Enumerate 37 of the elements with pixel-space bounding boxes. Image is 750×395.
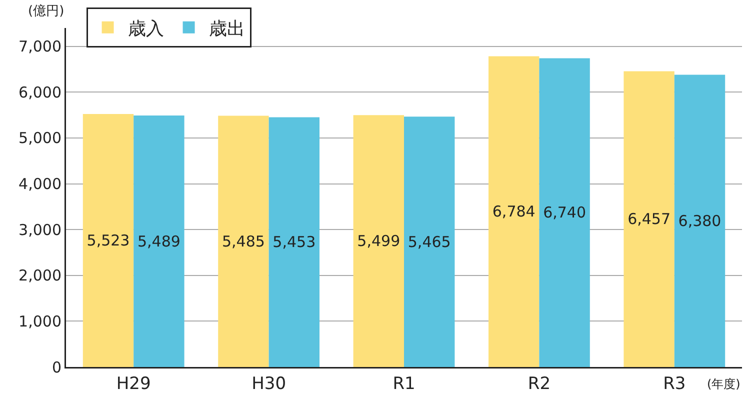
- y-tick-label: 2,000: [18, 266, 62, 285]
- x-tick-label: H29: [116, 374, 151, 394]
- data-label: 6,457: [628, 210, 671, 228]
- bar: [353, 115, 404, 367]
- y-tick-label: 5,000: [18, 129, 62, 148]
- legend-label: 歳入: [128, 18, 164, 40]
- y-tick-label: 0: [52, 358, 62, 376]
- data-label: 6,380: [678, 212, 722, 230]
- x-tick-label: H30: [252, 374, 286, 394]
- data-label: 5,489: [137, 232, 180, 250]
- data-label: 5,453: [272, 233, 316, 252]
- bar: [539, 58, 590, 367]
- bar: [488, 56, 540, 367]
- y-tick-label: 1,000: [18, 312, 62, 330]
- y-tick-label: 7,000: [18, 38, 62, 56]
- y-axis-title: (億円): [28, 4, 64, 19]
- bar: [134, 116, 184, 367]
- data-label: 6,740: [543, 204, 586, 222]
- bar: [624, 71, 674, 367]
- bar: [82, 114, 134, 367]
- y-tick-label: 6,000: [18, 83, 62, 102]
- data-label: 5,485: [222, 232, 265, 250]
- data-label: 5,465: [408, 232, 451, 251]
- bar: [268, 117, 320, 367]
- x-tick-label: R2: [528, 374, 551, 394]
- x-tick-label: R1: [392, 374, 416, 394]
- data-label: 5,499: [357, 232, 400, 250]
- y-tick-label: 3,000: [18, 220, 62, 239]
- x-tick-label: R3: [663, 374, 686, 394]
- bar: [404, 116, 455, 367]
- y-tick-label: 4,000: [18, 175, 62, 194]
- data-label: 6,784: [492, 202, 536, 221]
- data-label: 5,523: [86, 231, 130, 250]
- x-axis-title: (年度): [707, 377, 740, 391]
- legend-label: 歳出: [208, 18, 245, 40]
- bar: [218, 116, 269, 367]
- bar: [674, 74, 726, 367]
